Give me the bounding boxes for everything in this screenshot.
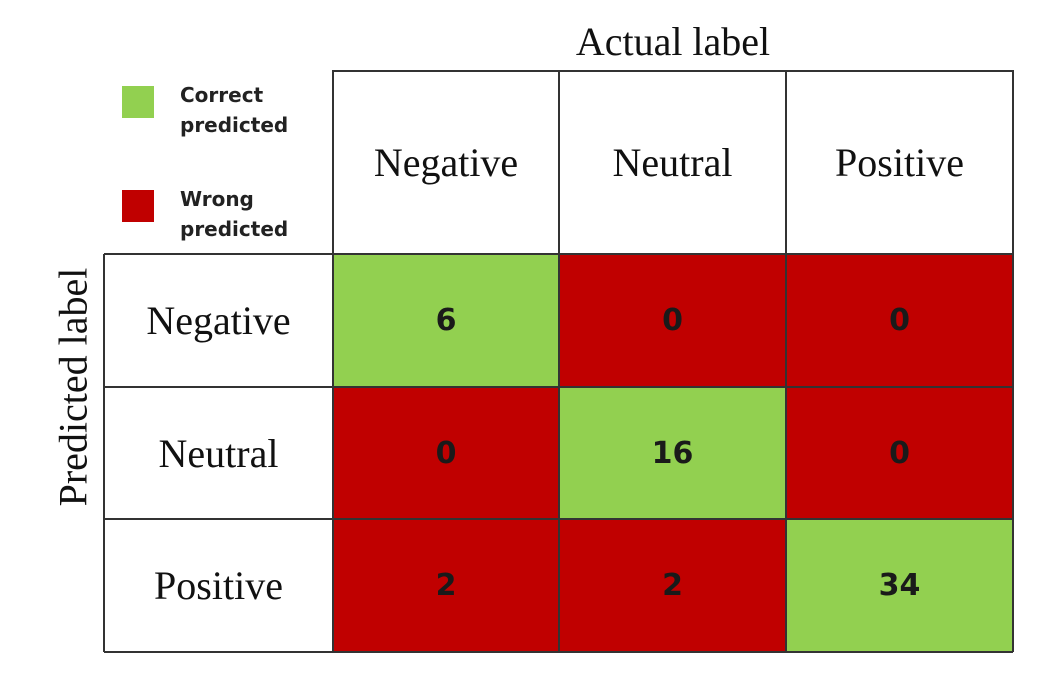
column-header-negative: Negative	[333, 70, 559, 254]
row-header-positive: Positive	[104, 519, 333, 652]
grid-line-horizontal	[104, 253, 1013, 255]
matrix-cell: 2	[559, 519, 786, 652]
grid-line-left	[103, 254, 105, 652]
grid-line-horizontal	[104, 651, 1013, 653]
cell-value-label: 6	[435, 303, 457, 338]
grid-line-vertical	[558, 70, 560, 652]
matrix-cell: 16	[559, 387, 786, 519]
cell-value-label: 0	[435, 435, 457, 471]
legend-item-correct: Correct predicted	[122, 80, 340, 140]
column-header-positive: Positive	[786, 70, 1013, 254]
matrix-cell: 0	[559, 254, 786, 387]
row-header-negative: Negative	[104, 254, 333, 387]
cell-value-label: 2	[662, 568, 683, 603]
legend-swatch-correct	[122, 86, 154, 118]
cell-value-label: 2	[435, 568, 457, 603]
column-header-neutral: Neutral	[559, 70, 786, 254]
legend-item-wrong: Wrong predicted	[122, 184, 340, 244]
row-header-neutral: Neutral	[104, 387, 333, 519]
y-axis-title: Predicted label	[50, 267, 96, 507]
grid-line-vertical	[332, 70, 334, 652]
grid-line-vertical	[1012, 70, 1014, 652]
matrix-cell: 0	[333, 387, 559, 519]
matrix-cell: 0	[786, 254, 1013, 387]
cell-value-label: 0	[662, 303, 683, 338]
grid-line-horizontal	[104, 518, 1013, 520]
cell-value-label: 34	[878, 568, 921, 603]
grid-line-top	[333, 70, 1013, 72]
matrix-cell: 2	[333, 519, 559, 652]
cell-value-label: 0	[889, 435, 910, 471]
legend-label-correct: Correct predicted	[180, 83, 289, 137]
grid-line-vertical	[785, 70, 787, 652]
matrix-cell: 34	[786, 519, 1013, 652]
x-axis-title: Actual label	[575, 19, 771, 64]
cell-value-label: 0	[889, 303, 910, 338]
grid-line-horizontal	[104, 386, 1013, 388]
matrix-cell: 0	[786, 387, 1013, 519]
legend-swatch-wrong	[122, 190, 154, 222]
legend-label-wrong: Wrong predicted	[180, 187, 289, 241]
matrix-cell: 6	[333, 254, 559, 387]
cell-value-label: 16	[651, 435, 694, 471]
